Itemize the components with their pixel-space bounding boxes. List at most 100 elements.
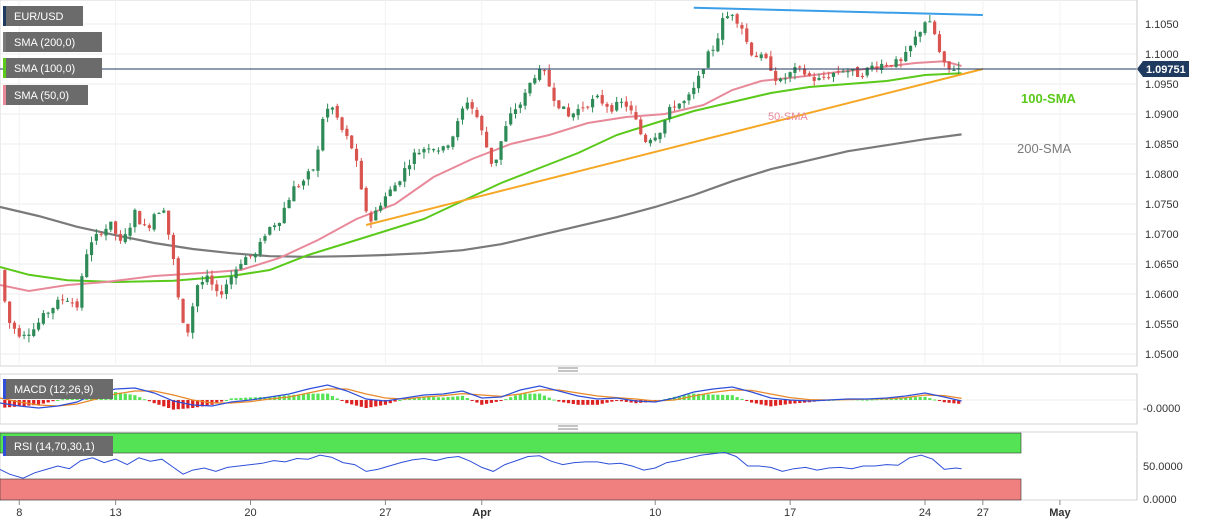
date-tick-20: 20	[244, 507, 256, 519]
legend-rsi[interactable]: RSI (14,70,30,1)	[3, 436, 113, 456]
candle-down	[345, 128, 349, 136]
candle-down	[884, 64, 889, 66]
candle-up	[407, 165, 412, 170]
price-tick-1.0900: 1.0900	[1145, 109, 1179, 121]
macd-hist-bar-up	[335, 398, 339, 400]
macd-hist-bar-down	[393, 400, 397, 402]
candle-up	[571, 113, 575, 118]
macd-hist-bar-up	[61, 399, 65, 401]
macd-hist-bar-down	[590, 400, 595, 405]
legend-sma50[interactable]: SMA (50,0)	[3, 85, 88, 105]
macd-hist-bar-up	[740, 398, 744, 400]
macd-hist-bar-down	[36, 400, 41, 405]
macd-hist-bar-up	[908, 397, 913, 400]
candle-down	[181, 298, 185, 323]
legend-macd[interactable]: MACD (12,26,9)	[3, 379, 113, 399]
price-tick-1.0750: 1.0750	[1145, 199, 1179, 211]
rsi-overbought-zone	[0, 432, 1022, 454]
candle-up	[427, 148, 431, 150]
macd-hist-bar-down	[745, 400, 749, 401]
macd-hist-bar-up	[292, 394, 296, 400]
rsi-axis-tick-50: 50.0000	[1143, 461, 1183, 473]
macd-hist-bar-up	[918, 396, 922, 400]
candle-down	[600, 95, 604, 104]
candle-up	[258, 241, 262, 255]
candle-up	[239, 263, 243, 270]
sma200-line	[0, 133, 962, 258]
macd-hist-bar-down	[345, 400, 349, 404]
macd-hist-bar-up	[706, 394, 710, 400]
macd-hist-bar-up	[123, 393, 127, 400]
price-tick-1.1050: 1.1050	[1145, 19, 1179, 31]
legend-sma100[interactable]: SMA (100,0)	[3, 58, 102, 78]
candle-up	[668, 106, 672, 120]
macd-signal-path	[0, 388, 962, 407]
macd-hist-bar-up	[865, 399, 869, 401]
macd-hist-bar-down	[619, 400, 624, 402]
macd-hist-bar-up	[118, 392, 123, 400]
candle-up	[687, 94, 691, 101]
candle-up	[311, 169, 315, 171]
candle-up	[783, 78, 787, 80]
macd-hist-bar-up	[229, 398, 233, 400]
candle-down	[643, 134, 648, 142]
macd-hist-bar-up	[398, 400, 402, 401]
candle-up	[205, 275, 209, 283]
candle-up	[321, 118, 325, 151]
macd-hist-bar-up	[133, 395, 137, 400]
macd-hist-bar-down	[581, 400, 585, 405]
candle-up	[663, 120, 667, 134]
candle-down	[827, 77, 831, 79]
candle-down	[248, 255, 253, 257]
macd-hist-bar-up	[721, 394, 725, 400]
date-tick-13: 13	[110, 507, 122, 519]
candle-up	[952, 69, 956, 71]
candle-down	[629, 105, 633, 111]
legend-eurusd[interactable]: EUR/USD	[3, 6, 83, 26]
candle-down	[176, 258, 180, 298]
legend-sma200[interactable]: SMA (200,0)	[3, 32, 102, 52]
price-tick-1.0600: 1.0600	[1145, 289, 1179, 301]
macd-hist-bar-up	[701, 394, 705, 400]
rsi-resize-handle[interactable]	[558, 425, 578, 430]
macd-hist-bar-up	[436, 397, 441, 400]
candle-up	[263, 236, 267, 241]
macd-hist-bar-up	[248, 397, 253, 400]
macd-hist-bar-up	[523, 393, 527, 400]
macd-hist-bar-down	[576, 400, 580, 405]
macd-hist-bar-up	[138, 397, 142, 400]
macd-hist-bar-up	[711, 394, 715, 400]
candle-up	[22, 334, 26, 336]
candle-up	[846, 71, 850, 73]
macd-hist-bar-down	[499, 400, 503, 401]
price-tick-1.0850: 1.0850	[1145, 139, 1179, 151]
macd-hist-bar-down	[162, 400, 166, 407]
candle-down	[3, 270, 7, 302]
macd-hist-bar-down	[354, 400, 359, 406]
candle-down	[937, 34, 942, 52]
macd-hist-bar-up	[239, 397, 243, 400]
macd-hist-bar-down	[46, 400, 50, 403]
candle-up	[316, 149, 320, 171]
candle-up	[788, 72, 792, 78]
candle-up	[865, 67, 869, 76]
candle-up	[224, 284, 229, 295]
macd-hist-bar-down	[470, 400, 474, 401]
macd-hist-bar-up	[875, 399, 879, 401]
macd-hist-bar-up	[533, 393, 537, 400]
candle-up	[80, 276, 84, 308]
candle-down	[807, 73, 811, 76]
macd-resize-handle[interactable]	[558, 367, 578, 372]
candle-down	[12, 322, 17, 329]
macd-hist-bar-down	[571, 400, 575, 404]
price-tick-1.1000: 1.1000	[1145, 49, 1179, 61]
candle-up	[533, 78, 537, 84]
rsi-oversold-zone	[0, 478, 1022, 501]
candle-down	[802, 68, 807, 75]
candle-down	[581, 107, 585, 109]
price-grid	[0, 0, 1138, 367]
macd-hist-bar-down	[605, 400, 609, 403]
macd-hist-bar-up	[730, 395, 734, 400]
macd-hist-bar-up	[422, 396, 426, 400]
candle-up	[894, 59, 898, 67]
